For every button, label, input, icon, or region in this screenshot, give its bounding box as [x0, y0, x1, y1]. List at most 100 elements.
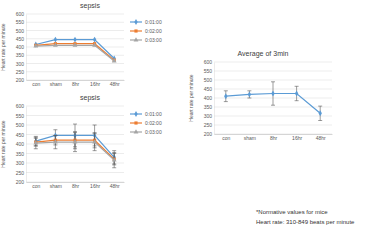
- point-marker: [319, 110, 322, 116]
- point-marker: [73, 43, 78, 47]
- chart: sepsis200250300350400450500550600consham…: [0, 2, 162, 87]
- y-tick: 450: [16, 36, 26, 42]
- x-tick: 16hr: [90, 182, 100, 189]
- x-tick-label: 8hr: [270, 135, 278, 141]
- series: [34, 124, 116, 164]
- x-tick: 8hr: [270, 134, 278, 141]
- grid-line: [26, 30, 124, 31]
- series-line: [226, 94, 320, 114]
- point-marker: [54, 37, 57, 43]
- page: sepsis 200 250 300 350 400 450 500 550 600 con sham…: [0, 0, 379, 240]
- grid-line: [214, 107, 332, 108]
- y-axis-title: Heart rate per minute: [188, 74, 194, 121]
- chart-title: sepsis: [80, 94, 100, 102]
- y-tick-label: 400: [16, 141, 25, 147]
- y-tick: 500: [204, 77, 214, 83]
- y-tick: 250: [16, 170, 26, 176]
- y-tick-label: 450: [16, 132, 25, 138]
- grid-line: [26, 22, 124, 23]
- y-tick: 200: [204, 131, 214, 137]
- y-tick-label: 350: [204, 104, 213, 110]
- legend-marker: [134, 129, 139, 133]
- point-marker: [92, 43, 97, 47]
- y-tick-label: 600: [16, 11, 25, 17]
- x-tick: 8hr: [72, 182, 80, 189]
- grid-line: [26, 115, 124, 116]
- y-tick: 200: [16, 77, 26, 83]
- x-tick-label: con: [32, 81, 40, 87]
- grid-line: [26, 63, 124, 64]
- series-line: [36, 40, 114, 59]
- chart: Average of 3min2002503003504004505005506…: [188, 50, 333, 141]
- x-tick-label: con: [222, 135, 230, 141]
- grid-line: [26, 14, 124, 15]
- grid-line: [214, 80, 332, 81]
- y-tick-label: 550: [16, 113, 25, 119]
- annotation: Heart rate: 310-849 beats per minute: [256, 219, 355, 225]
- y-tick-label: 400: [16, 44, 25, 50]
- y-tick: 300: [204, 113, 214, 119]
- y-tick-label: 200: [204, 131, 213, 137]
- y-tick: 200: [16, 179, 26, 185]
- y-tick: 400: [16, 141, 26, 147]
- y-tick-label: 450: [16, 36, 25, 42]
- y-tick: 400: [204, 95, 214, 101]
- chart-title: sepsis: [80, 2, 100, 10]
- y-tick-label: 300: [204, 113, 213, 119]
- x-tick-label: 16hr: [90, 81, 100, 87]
- series: [34, 37, 116, 62]
- error-bar: [295, 86, 299, 100]
- legend-marker: [134, 111, 137, 117]
- x-tick: 48hr: [316, 134, 326, 141]
- x-tick-label: 48hr: [110, 183, 120, 189]
- chart: sepsis200250300350400450500550600consham…: [0, 94, 162, 189]
- point-marker: [53, 139, 58, 143]
- y-tick-label: 500: [204, 77, 213, 83]
- legend-label: 0:01:00: [145, 111, 162, 117]
- x-tick: 48hr: [110, 182, 120, 189]
- annotations: *Normative values for miceHeart rate: 31…: [256, 209, 355, 225]
- error-bar: [271, 82, 275, 105]
- legend-label: 0:02:00: [145, 120, 162, 126]
- legend-label: 0:01:00: [145, 19, 162, 25]
- series: [224, 82, 322, 121]
- y-tick-label: 400: [204, 95, 213, 101]
- legend-label: 0:02:00: [145, 28, 162, 34]
- grid-line: [26, 106, 124, 107]
- x-tick: sham: [244, 134, 256, 141]
- y-tick-label: 500: [16, 28, 25, 34]
- legend-label: 0:03:00: [145, 37, 162, 43]
- x-tick: con: [222, 134, 230, 141]
- y-tick-label: 250: [204, 122, 213, 128]
- x-tick: sham: [50, 80, 62, 87]
- x-tick: 8hr: [72, 80, 80, 87]
- legend-item: 0:02:00: [130, 120, 162, 126]
- y-tick: 550: [16, 19, 26, 25]
- series: [33, 43, 116, 63]
- x-tick-label: sham: [50, 81, 62, 87]
- y-tick-label: 250: [16, 69, 25, 75]
- point-marker: [113, 59, 116, 62]
- point-marker: [93, 37, 96, 43]
- legend: 0:01:00 0:02:00 0:03:00: [130, 19, 162, 43]
- chart-title: Average of 3min: [238, 50, 289, 58]
- y-tick: 450: [16, 132, 26, 138]
- y-tick-label: 300: [16, 160, 25, 166]
- y-axis: 200250300350400450500550600: [204, 59, 215, 137]
- y-tick: 550: [16, 113, 26, 119]
- x-axis: consham8hr16hr48hr: [215, 134, 333, 141]
- y-tick: 600: [16, 11, 26, 17]
- y-tick: 300: [16, 61, 26, 67]
- grid: [26, 106, 124, 182]
- y-axis-title: Heart rate per minute: [0, 23, 6, 70]
- point-marker: [92, 139, 97, 143]
- y-tick-label: 250: [16, 170, 25, 176]
- point-marker: [33, 140, 38, 144]
- y-tick: 450: [204, 86, 214, 92]
- point-marker: [271, 91, 274, 97]
- y-tick: 300: [16, 160, 26, 166]
- error-bar: [247, 91, 251, 98]
- point-marker: [73, 37, 76, 43]
- legend-marker: [134, 19, 137, 25]
- error-bar: [73, 133, 77, 152]
